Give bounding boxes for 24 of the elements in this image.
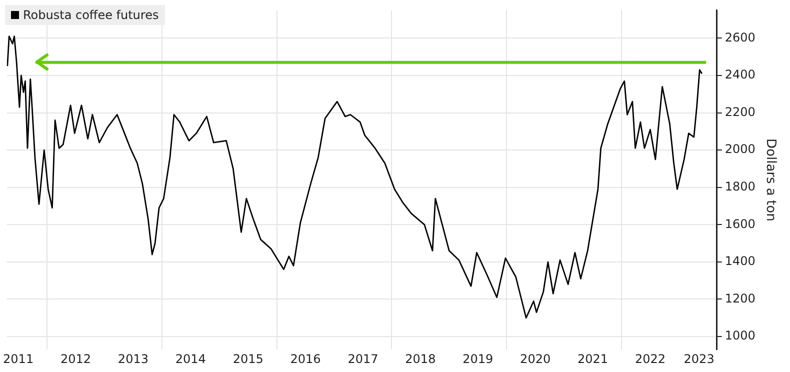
x-tick-label: 2014 <box>175 352 206 366</box>
x-tick-label: 2011 <box>3 352 34 366</box>
y-tick-label: 1400 <box>724 254 756 268</box>
x-tick-label: 2018 <box>405 352 436 366</box>
x-tick-label: 2022 <box>634 352 666 366</box>
y-tick-label: 2000 <box>724 142 756 156</box>
x-tick-label: 2015 <box>232 352 264 366</box>
y-tick-label: 1000 <box>724 328 756 343</box>
x-tick-label: 2019 <box>462 352 494 366</box>
y-tick-label: 2200 <box>724 104 756 119</box>
y-tick-label: 1600 <box>724 216 756 231</box>
x-tick-label: 2023 <box>684 352 714 366</box>
x-tick-label: 2016 <box>290 352 321 366</box>
y-axis-title: Dollars a ton <box>762 138 778 222</box>
legend-label: Robusta coffee futures <box>23 8 159 22</box>
x-tick-label: 2012 <box>60 352 92 366</box>
x-tick-label: 2020 <box>520 352 551 366</box>
y-tick-label: 1800 <box>724 179 756 194</box>
x-tick-label: 2013 <box>118 352 148 366</box>
y-tick-label: 1200 <box>724 291 756 306</box>
y-tick-label: 2400 <box>724 68 756 82</box>
x-tick-label: 2021 <box>578 352 608 366</box>
y-tick-label: 2600 <box>724 30 756 44</box>
x-tick-label: 2017 <box>348 352 378 366</box>
